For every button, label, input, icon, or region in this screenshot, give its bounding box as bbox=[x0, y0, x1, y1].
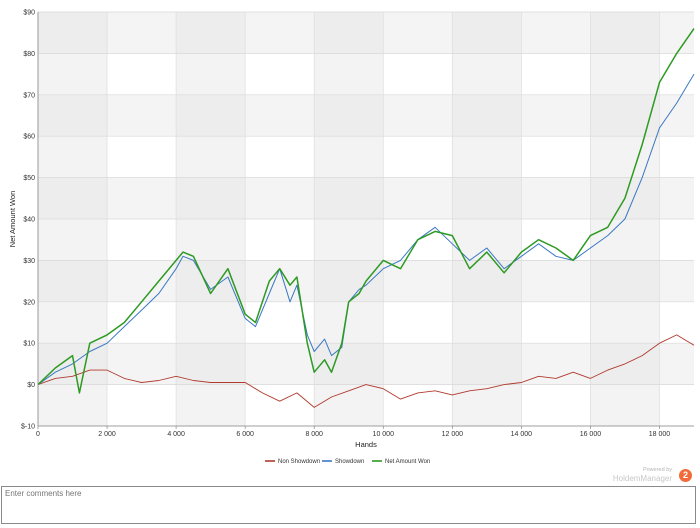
y-tick-label: $80 bbox=[23, 51, 35, 58]
chart-legend: Non Showdown Showdown Net Amount Won bbox=[265, 459, 430, 465]
x-axis-title: Hands bbox=[355, 440, 377, 449]
hm2-logo-icon: 2 bbox=[679, 469, 692, 482]
row-band bbox=[38, 12, 694, 54]
holdem-manager-branding: Powered by HoldemManager 2 bbox=[612, 467, 694, 487]
y-tick-label: $60 bbox=[23, 134, 35, 141]
series-line-net-amount-won bbox=[37, 28, 695, 394]
y-tick-label: $20 bbox=[23, 299, 35, 306]
series-line-non-showdown bbox=[37, 334, 695, 408]
x-tick-label: 2 000 bbox=[98, 431, 116, 438]
powered-by-label: Powered by bbox=[642, 467, 672, 473]
x-tick-label: 10 000 bbox=[373, 431, 395, 438]
x-tick-label: 6 000 bbox=[236, 431, 254, 438]
y-tick-label: $90 bbox=[23, 10, 35, 17]
row-band bbox=[38, 177, 694, 219]
chart-series-group bbox=[37, 28, 695, 408]
x-tick-label: 18 000 bbox=[649, 431, 671, 438]
y-axis-tick-labels: $-10 $0 $10 $20 $30 $40 $50 $60 $70 $80 $90 bbox=[21, 10, 35, 431]
x-tick-label: 14 000 bbox=[511, 431, 533, 438]
x-tick-label: 12 000 bbox=[442, 431, 464, 438]
x-tick-label: 8 000 bbox=[305, 431, 323, 438]
product-name-label: HoldemManager bbox=[612, 474, 672, 483]
legend-item-label: Non Showdown bbox=[278, 459, 320, 465]
series-line-showdown bbox=[37, 73, 695, 386]
y-tick-label: $70 bbox=[23, 92, 35, 99]
y-tick-label: $50 bbox=[23, 175, 35, 182]
chart: 0 2 000 4 000 6 000 8 000 10 000 12 000 14 000 1… bbox=[8, 10, 695, 465]
legend-item-label: Net Amount Won bbox=[385, 459, 430, 465]
y-tick-label: $10 bbox=[23, 341, 35, 348]
row-band bbox=[38, 343, 694, 385]
x-tick-label: 16 000 bbox=[580, 431, 602, 438]
x-tick-label: 4 000 bbox=[167, 431, 185, 438]
row-band bbox=[38, 94, 694, 137]
comments-input[interactable] bbox=[2, 487, 695, 523]
legend-item-label: Showdown bbox=[335, 459, 364, 465]
y-tick-label: $30 bbox=[23, 258, 35, 265]
x-tick-label: 0 bbox=[36, 431, 40, 438]
y-tick-label: $-10 bbox=[21, 424, 35, 431]
x-axis-tick-labels: 0 2 000 4 000 6 000 8 000 10 000 12 000 14 000 1… bbox=[36, 426, 670, 438]
chart-axes bbox=[37, 12, 694, 427]
y-axis-title: Net Amount Won bbox=[8, 191, 17, 248]
y-tick-label: $0 bbox=[27, 382, 35, 389]
y-tick-label: $40 bbox=[23, 217, 35, 224]
comments-box[interactable] bbox=[1, 486, 696, 524]
